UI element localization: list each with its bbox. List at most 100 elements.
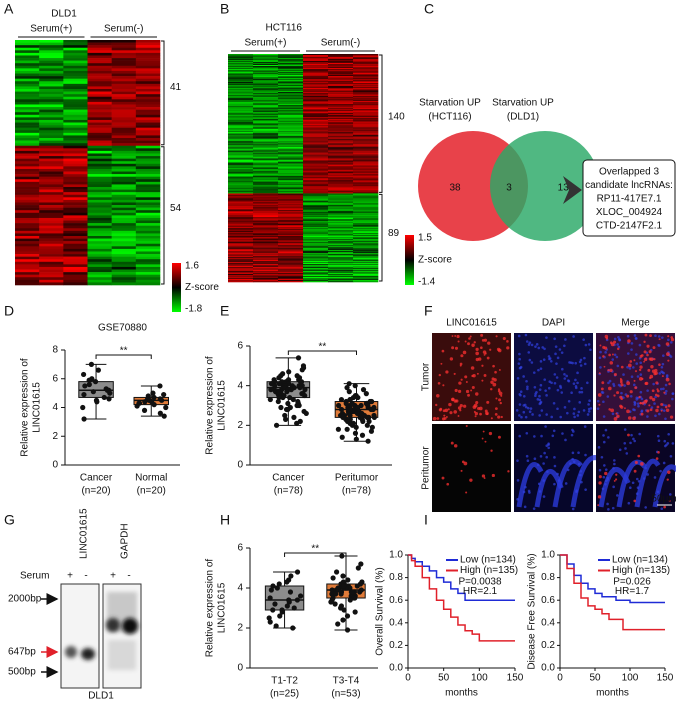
heatmap-cell bbox=[253, 261, 279, 263]
heatmap-cell bbox=[303, 63, 329, 66]
heatmap-cell bbox=[253, 191, 279, 193]
heatmap-cell bbox=[228, 241, 254, 243]
heatmap-cell bbox=[63, 236, 88, 239]
heatmap-cell bbox=[111, 176, 137, 180]
signal bbox=[646, 353, 649, 357]
heatmap-cell bbox=[111, 125, 137, 128]
heatmap-cell bbox=[253, 185, 279, 187]
heatmap-cell bbox=[278, 56, 304, 59]
heatmap-cell bbox=[228, 147, 254, 149]
signal bbox=[633, 379, 636, 382]
heatmap-cell bbox=[111, 58, 137, 61]
heatmap-cell bbox=[15, 236, 40, 239]
heatmap-cell bbox=[15, 156, 40, 159]
heatmap-cell bbox=[15, 248, 40, 252]
heatmap-cell bbox=[303, 98, 329, 101]
nucleus bbox=[612, 485, 615, 489]
heatmap-cell bbox=[278, 261, 304, 263]
heatmap-cell bbox=[353, 224, 379, 226]
heatmap-cell bbox=[253, 248, 279, 250]
heatmap-cell bbox=[278, 107, 304, 110]
heatmap-cell bbox=[253, 281, 279, 283]
heatmap-cell bbox=[328, 168, 354, 170]
signal bbox=[451, 346, 455, 350]
heatmap-cell bbox=[228, 148, 254, 150]
data-point bbox=[335, 587, 341, 593]
nucleus bbox=[602, 400, 605, 404]
heatmap-cell bbox=[353, 166, 379, 168]
heatmap-cell bbox=[63, 158, 88, 162]
heatmap-cell bbox=[111, 197, 137, 201]
nucleus bbox=[518, 414, 521, 417]
nucleus bbox=[555, 376, 559, 379]
heatmap-cell bbox=[303, 193, 329, 195]
data-point bbox=[272, 383, 278, 389]
heatmap-cell bbox=[353, 262, 379, 264]
heatmap-cell bbox=[111, 264, 137, 268]
heatmap-cell bbox=[135, 246, 161, 250]
heatmap-cell bbox=[303, 122, 329, 124]
heatmap-cell bbox=[39, 192, 64, 196]
heatmap-cell bbox=[253, 146, 279, 148]
heatmap-cell bbox=[111, 282, 137, 286]
signal bbox=[497, 415, 501, 419]
heatmap-cell bbox=[303, 111, 329, 114]
heatmap-cell bbox=[228, 172, 254, 174]
heatmap-cell bbox=[303, 224, 329, 226]
heatmap-cell bbox=[353, 256, 379, 258]
heatmap-cell bbox=[328, 167, 354, 169]
heatmap-cell bbox=[228, 155, 254, 157]
signal bbox=[638, 395, 641, 399]
nucleus bbox=[539, 360, 543, 363]
heatmap-cell bbox=[253, 202, 279, 204]
signal bbox=[598, 481, 602, 485]
heatmap-cell bbox=[228, 54, 254, 56]
nucleus bbox=[588, 399, 591, 403]
heatmap-cell bbox=[253, 233, 279, 235]
lane-label: LINC01615 bbox=[79, 508, 90, 559]
heatmap-cell bbox=[87, 212, 112, 216]
heatmap-cell bbox=[353, 182, 379, 184]
data-point bbox=[295, 355, 302, 361]
heatmap-cell bbox=[328, 268, 354, 270]
heatmap-cell bbox=[63, 238, 88, 242]
heatmap-cell bbox=[353, 60, 379, 63]
heatmap-cell bbox=[353, 118, 379, 121]
heatmap-cell bbox=[15, 243, 40, 247]
x-tick-label: 50 bbox=[438, 673, 450, 684]
nucleus bbox=[576, 414, 580, 417]
note-line: RP11-417E7.1 bbox=[597, 194, 662, 205]
nucleus bbox=[623, 428, 627, 431]
heatmap-cell bbox=[328, 146, 354, 148]
signal bbox=[436, 394, 440, 398]
heatmap-cell bbox=[253, 163, 279, 165]
heatmap-cell bbox=[87, 107, 112, 110]
signal bbox=[491, 473, 495, 478]
heatmap-cell bbox=[87, 230, 112, 234]
heatmap-cell bbox=[15, 220, 40, 224]
nucleus bbox=[563, 406, 567, 409]
heatmap-cell bbox=[39, 96, 64, 100]
heatmap-cell bbox=[15, 181, 40, 185]
heatmap-cell bbox=[111, 89, 137, 92]
heatmap-cell bbox=[278, 184, 304, 186]
signal bbox=[459, 362, 463, 366]
heatmap-cell bbox=[303, 120, 329, 123]
heatmap-cell bbox=[328, 109, 354, 112]
heatmap-cell bbox=[278, 213, 304, 215]
signal bbox=[639, 402, 642, 405]
heatmap-cell bbox=[253, 129, 279, 131]
heatmap-cell bbox=[303, 261, 329, 263]
heatmap-cell bbox=[353, 59, 379, 62]
heatmap-cell bbox=[39, 68, 64, 72]
heatmap-cell bbox=[63, 94, 88, 98]
data-point bbox=[285, 400, 291, 407]
nucleus bbox=[542, 495, 546, 498]
heatmap-cell bbox=[87, 259, 112, 263]
nucleus bbox=[576, 371, 579, 375]
heatmap-cell bbox=[39, 269, 64, 273]
panel-label: D bbox=[4, 303, 14, 319]
nucleus bbox=[571, 451, 575, 455]
heatmap-cell bbox=[253, 250, 279, 252]
heatmap-cell bbox=[303, 192, 329, 194]
